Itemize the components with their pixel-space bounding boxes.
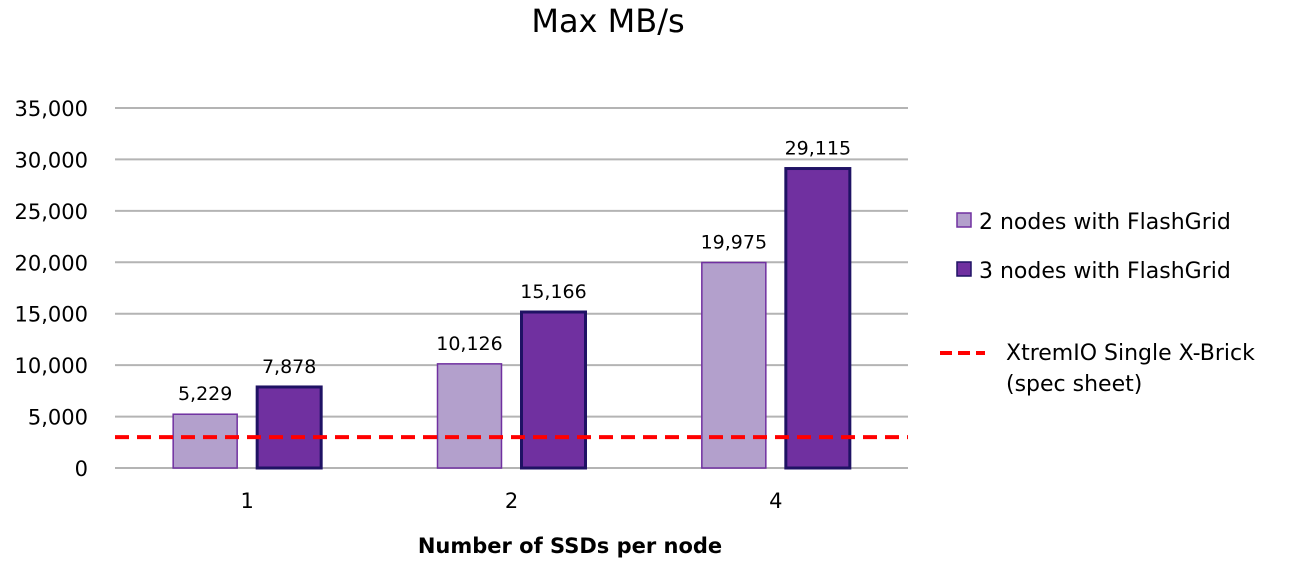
legend-swatch xyxy=(956,261,972,277)
bar xyxy=(520,310,587,470)
bar xyxy=(701,261,767,469)
y-tick-label: 5,000 xyxy=(28,406,88,430)
x-tick-label: 4 xyxy=(769,489,782,513)
legend-label: 3 nodes with FlashGrid xyxy=(979,259,1231,284)
legend: 2 nodes with FlashGrid 3 nodes with Flash… xyxy=(940,210,1255,397)
y-tick-label: 15,000 xyxy=(15,303,88,327)
chart-title: Max MB/s xyxy=(531,2,684,40)
legend-label: 2 nodes with FlashGrid xyxy=(979,210,1231,235)
y-axis-ticks: 0 5,000 10,000 15,000 20,000 25,000 30,000 35,0… xyxy=(15,97,88,481)
legend-swatch xyxy=(956,212,972,228)
data-label: 15,166 xyxy=(520,281,586,303)
bar xyxy=(255,385,323,470)
legend-label: XtremIO Single X-Brick xyxy=(1006,341,1255,366)
y-tick-label: 25,000 xyxy=(15,200,88,224)
y-tick-label: 10,000 xyxy=(15,354,88,378)
data-label: 5,229 xyxy=(178,383,232,405)
x-axis-label: Number of SSDs per node xyxy=(418,534,722,558)
y-tick-label: 30,000 xyxy=(15,148,88,172)
data-label: 29,115 xyxy=(785,138,851,160)
y-tick-label: 20,000 xyxy=(15,251,88,275)
bar xyxy=(172,413,238,469)
x-axis-ticks: 1 2 4 xyxy=(240,489,782,513)
x-tick-label: 2 xyxy=(505,489,518,513)
bar xyxy=(436,363,503,469)
data-label: 19,975 xyxy=(701,232,767,254)
data-label: 7,878 xyxy=(262,356,316,378)
x-tick-label: 1 xyxy=(240,489,253,513)
data-label: 10,126 xyxy=(436,333,502,355)
gridlines xyxy=(115,107,908,469)
legend-label: (spec sheet) xyxy=(1006,372,1142,397)
bar xyxy=(784,167,852,470)
y-tick-label: 0 xyxy=(75,457,88,481)
bars: 5,229 7,878 10,126 15,166 19,975 29,115 xyxy=(172,138,852,470)
y-tick-label: 35,000 xyxy=(15,97,88,121)
